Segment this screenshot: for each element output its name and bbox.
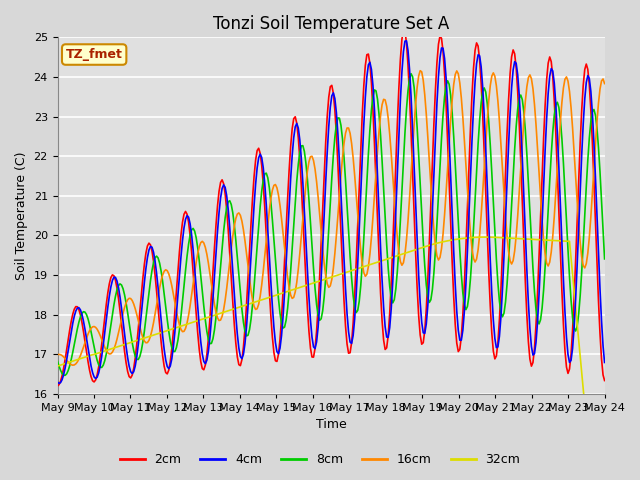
Legend: 2cm, 4cm, 8cm, 16cm, 32cm: 2cm, 4cm, 8cm, 16cm, 32cm <box>115 448 525 471</box>
Y-axis label: Soil Temperature (C): Soil Temperature (C) <box>15 151 28 280</box>
Title: Tonzi Soil Temperature Set A: Tonzi Soil Temperature Set A <box>213 15 449 33</box>
X-axis label: Time: Time <box>316 419 346 432</box>
Text: TZ_fmet: TZ_fmet <box>66 48 123 61</box>
